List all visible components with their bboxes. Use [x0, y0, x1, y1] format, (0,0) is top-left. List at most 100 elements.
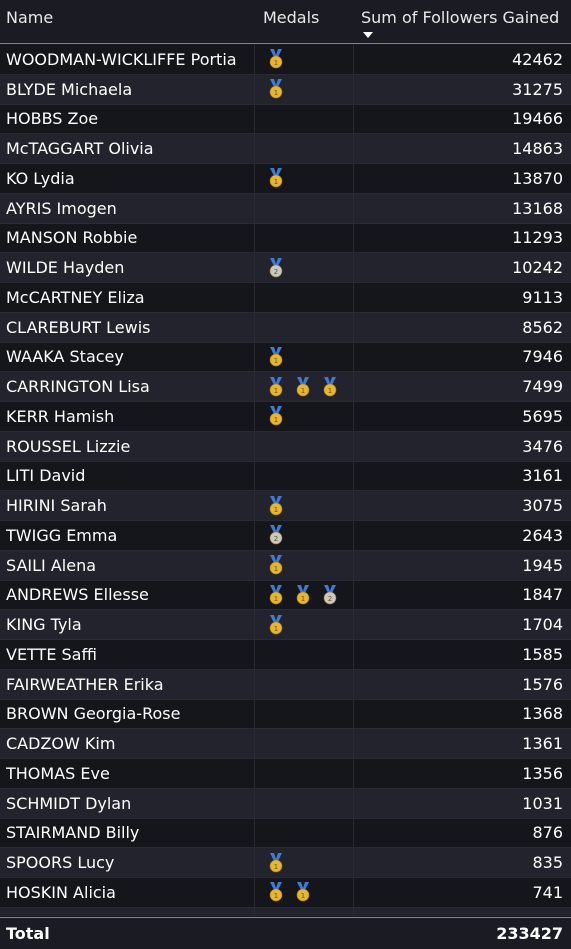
medals-cell: 1	[254, 45, 354, 74]
athlete-name: ANDREWS Ellesse	[6, 585, 149, 605]
followers-value: 5695	[522, 406, 563, 426]
athlete-name: VETTE Saffi	[6, 644, 97, 664]
medals-cell	[254, 759, 354, 788]
followers-value: 8562	[522, 317, 563, 337]
athlete-name: BLYDE Michaela	[6, 79, 133, 99]
table-row[interactable]: LITI David 3161	[0, 461, 571, 492]
medals-cell	[254, 134, 354, 163]
table-row[interactable]: HIRINI Sarah 1 3075	[0, 491, 571, 521]
gold-medal-icon: 1	[294, 882, 312, 902]
followers-value: 1368	[522, 704, 563, 724]
medals-cell	[254, 431, 354, 461]
gold-medal-icon: 1	[267, 584, 285, 605]
table-row[interactable]: WILDE Hayden 2 10242	[0, 253, 571, 283]
athlete-name: THOMAS Eve	[6, 763, 110, 783]
gold-medal-icon: 1	[267, 614, 285, 635]
table-row[interactable]: TWIGG Emma 2 2643	[0, 521, 571, 551]
table-row[interactable]: HOBBS Zoe 19466	[0, 104, 571, 135]
total-row: Total 233427	[0, 917, 571, 949]
table-row[interactable]: McTAGGART Olivia 14863	[0, 134, 571, 164]
followers-value: 725	[532, 908, 563, 916]
table-row[interactable]: AYRIS Imogen 13168	[0, 193, 571, 224]
table-row[interactable]: KO Lydia 1 13870	[0, 164, 571, 194]
sort-descending-icon[interactable]	[363, 32, 373, 38]
table-row[interactable]: KING Tyla 1 1704	[0, 610, 571, 640]
athlete-name: CARRINGTON Lisa	[6, 377, 150, 397]
medals-cell: 1 1 2	[254, 580, 354, 610]
total-label: Total	[6, 924, 50, 943]
gold-medal-icon: 1	[267, 882, 285, 902]
medals-cell: 1	[254, 610, 354, 639]
athlete-name: FAIRWEATHER Erika	[6, 674, 164, 694]
gold-medal-icon: 1	[267, 406, 285, 426]
table-row[interactable]: WOODMAN-WICKLIFFE Portia 1 42462	[0, 45, 571, 75]
svg-text:2: 2	[274, 535, 278, 543]
svg-text:1: 1	[328, 386, 332, 394]
table-row[interactable]: WALSH T 725	[0, 907, 571, 916]
table-row[interactable]: WAAKA Stacey 1 7946	[0, 342, 571, 373]
medals-cell: 1	[254, 164, 354, 193]
athlete-name: HOBBS Zoe	[6, 109, 99, 129]
svg-text:1: 1	[274, 595, 278, 603]
column-header-medals[interactable]: Medals	[263, 8, 320, 27]
table-row[interactable]: SAILI Alena 1 1945	[0, 550, 571, 581]
medals-cell: 1	[254, 491, 354, 520]
medals-cell	[254, 788, 354, 818]
gold-medal-icon: 1	[267, 852, 285, 873]
athlete-name: KING Tyla	[6, 615, 82, 635]
medals-cell	[254, 193, 354, 223]
table-row[interactable]: CADZOW Kim 1361	[0, 729, 571, 759]
followers-value: 13168	[512, 198, 563, 218]
medals-cell: 2	[254, 253, 354, 282]
athlete-name: LITI David	[6, 466, 86, 486]
medals-cell: 1	[254, 74, 354, 104]
followers-value: 876	[532, 823, 563, 843]
medals-cell	[254, 461, 354, 491]
followers-value: 10242	[512, 258, 563, 278]
gold-medal-icon: 1	[267, 376, 285, 397]
medals-cell: 1	[254, 848, 354, 877]
table-row[interactable]: KERR Hamish 1 5695	[0, 402, 571, 432]
followers-value: 14863	[512, 139, 563, 159]
gold-medal-icon: 1	[294, 376, 312, 397]
gold-medal-icon: 1	[267, 49, 285, 69]
table-row[interactable]: CLAREBURT Lewis 8562	[0, 312, 571, 343]
followers-value: 3161	[522, 466, 563, 486]
svg-text:1: 1	[274, 505, 278, 513]
medals-cell: 1	[254, 342, 354, 372]
table-row[interactable]: CARRINGTON Lisa 1 1 1 7499	[0, 372, 571, 402]
table-row[interactable]: ANDREWS Ellesse 1 1 2 1847	[0, 580, 571, 611]
svg-text:1: 1	[274, 892, 278, 900]
table-row[interactable]: THOMAS Eve 1356	[0, 759, 571, 789]
athlete-name: SCHMIDT Dylan	[6, 793, 132, 813]
table-row[interactable]: VETTE Saffi 1585	[0, 640, 571, 670]
table-row[interactable]: ROUSSEL Lizzie 3476	[0, 431, 571, 462]
table-row[interactable]: MANSON Robbie 11293	[0, 223, 571, 254]
table-row[interactable]: BROWN Georgia-Rose 1368	[0, 699, 571, 730]
column-header-followers[interactable]: Sum of Followers Gained	[361, 8, 560, 27]
medals-cell	[254, 818, 354, 848]
table-row[interactable]: SPOORS Lucy 1 835	[0, 848, 571, 878]
athlete-name: WOODMAN-WICKLIFFE Portia	[6, 49, 237, 69]
table-row[interactable]: STAIRMAND Billy 876	[0, 818, 571, 849]
athlete-name: SAILI Alena	[6, 555, 97, 575]
table-row[interactable]: FAIRWEATHER Erika 1576	[0, 669, 571, 700]
table-row[interactable]: HOSKIN Alicia 1 1 741	[0, 878, 571, 908]
followers-value: 1031	[522, 793, 563, 813]
table-row[interactable]: McCARTNEY Eliza 9113	[0, 283, 571, 313]
svg-text:1: 1	[274, 416, 278, 424]
medals-cell	[254, 223, 354, 253]
column-header-name[interactable]: Name	[6, 8, 54, 27]
athlete-name: WALSH T	[6, 908, 256, 916]
table-body[interactable]: WOODMAN-WICKLIFFE Portia 1 42462 BLYDE Mich…	[0, 45, 571, 916]
table-row[interactable]: SCHMIDT Dylan 1031	[0, 788, 571, 819]
table-row[interactable]: BLYDE Michaela 1 31275	[0, 74, 571, 105]
total-value: 233427	[496, 924, 563, 943]
athlete-name: McTAGGART Olivia	[6, 139, 154, 159]
followers-value: 13870	[512, 168, 563, 188]
gold-medal-icon: 1	[267, 79, 285, 99]
gold-medal-icon: 1	[267, 555, 285, 575]
gold-medal-icon: 1	[294, 584, 312, 605]
athlete-name: SPOORS Lucy	[6, 853, 115, 873]
